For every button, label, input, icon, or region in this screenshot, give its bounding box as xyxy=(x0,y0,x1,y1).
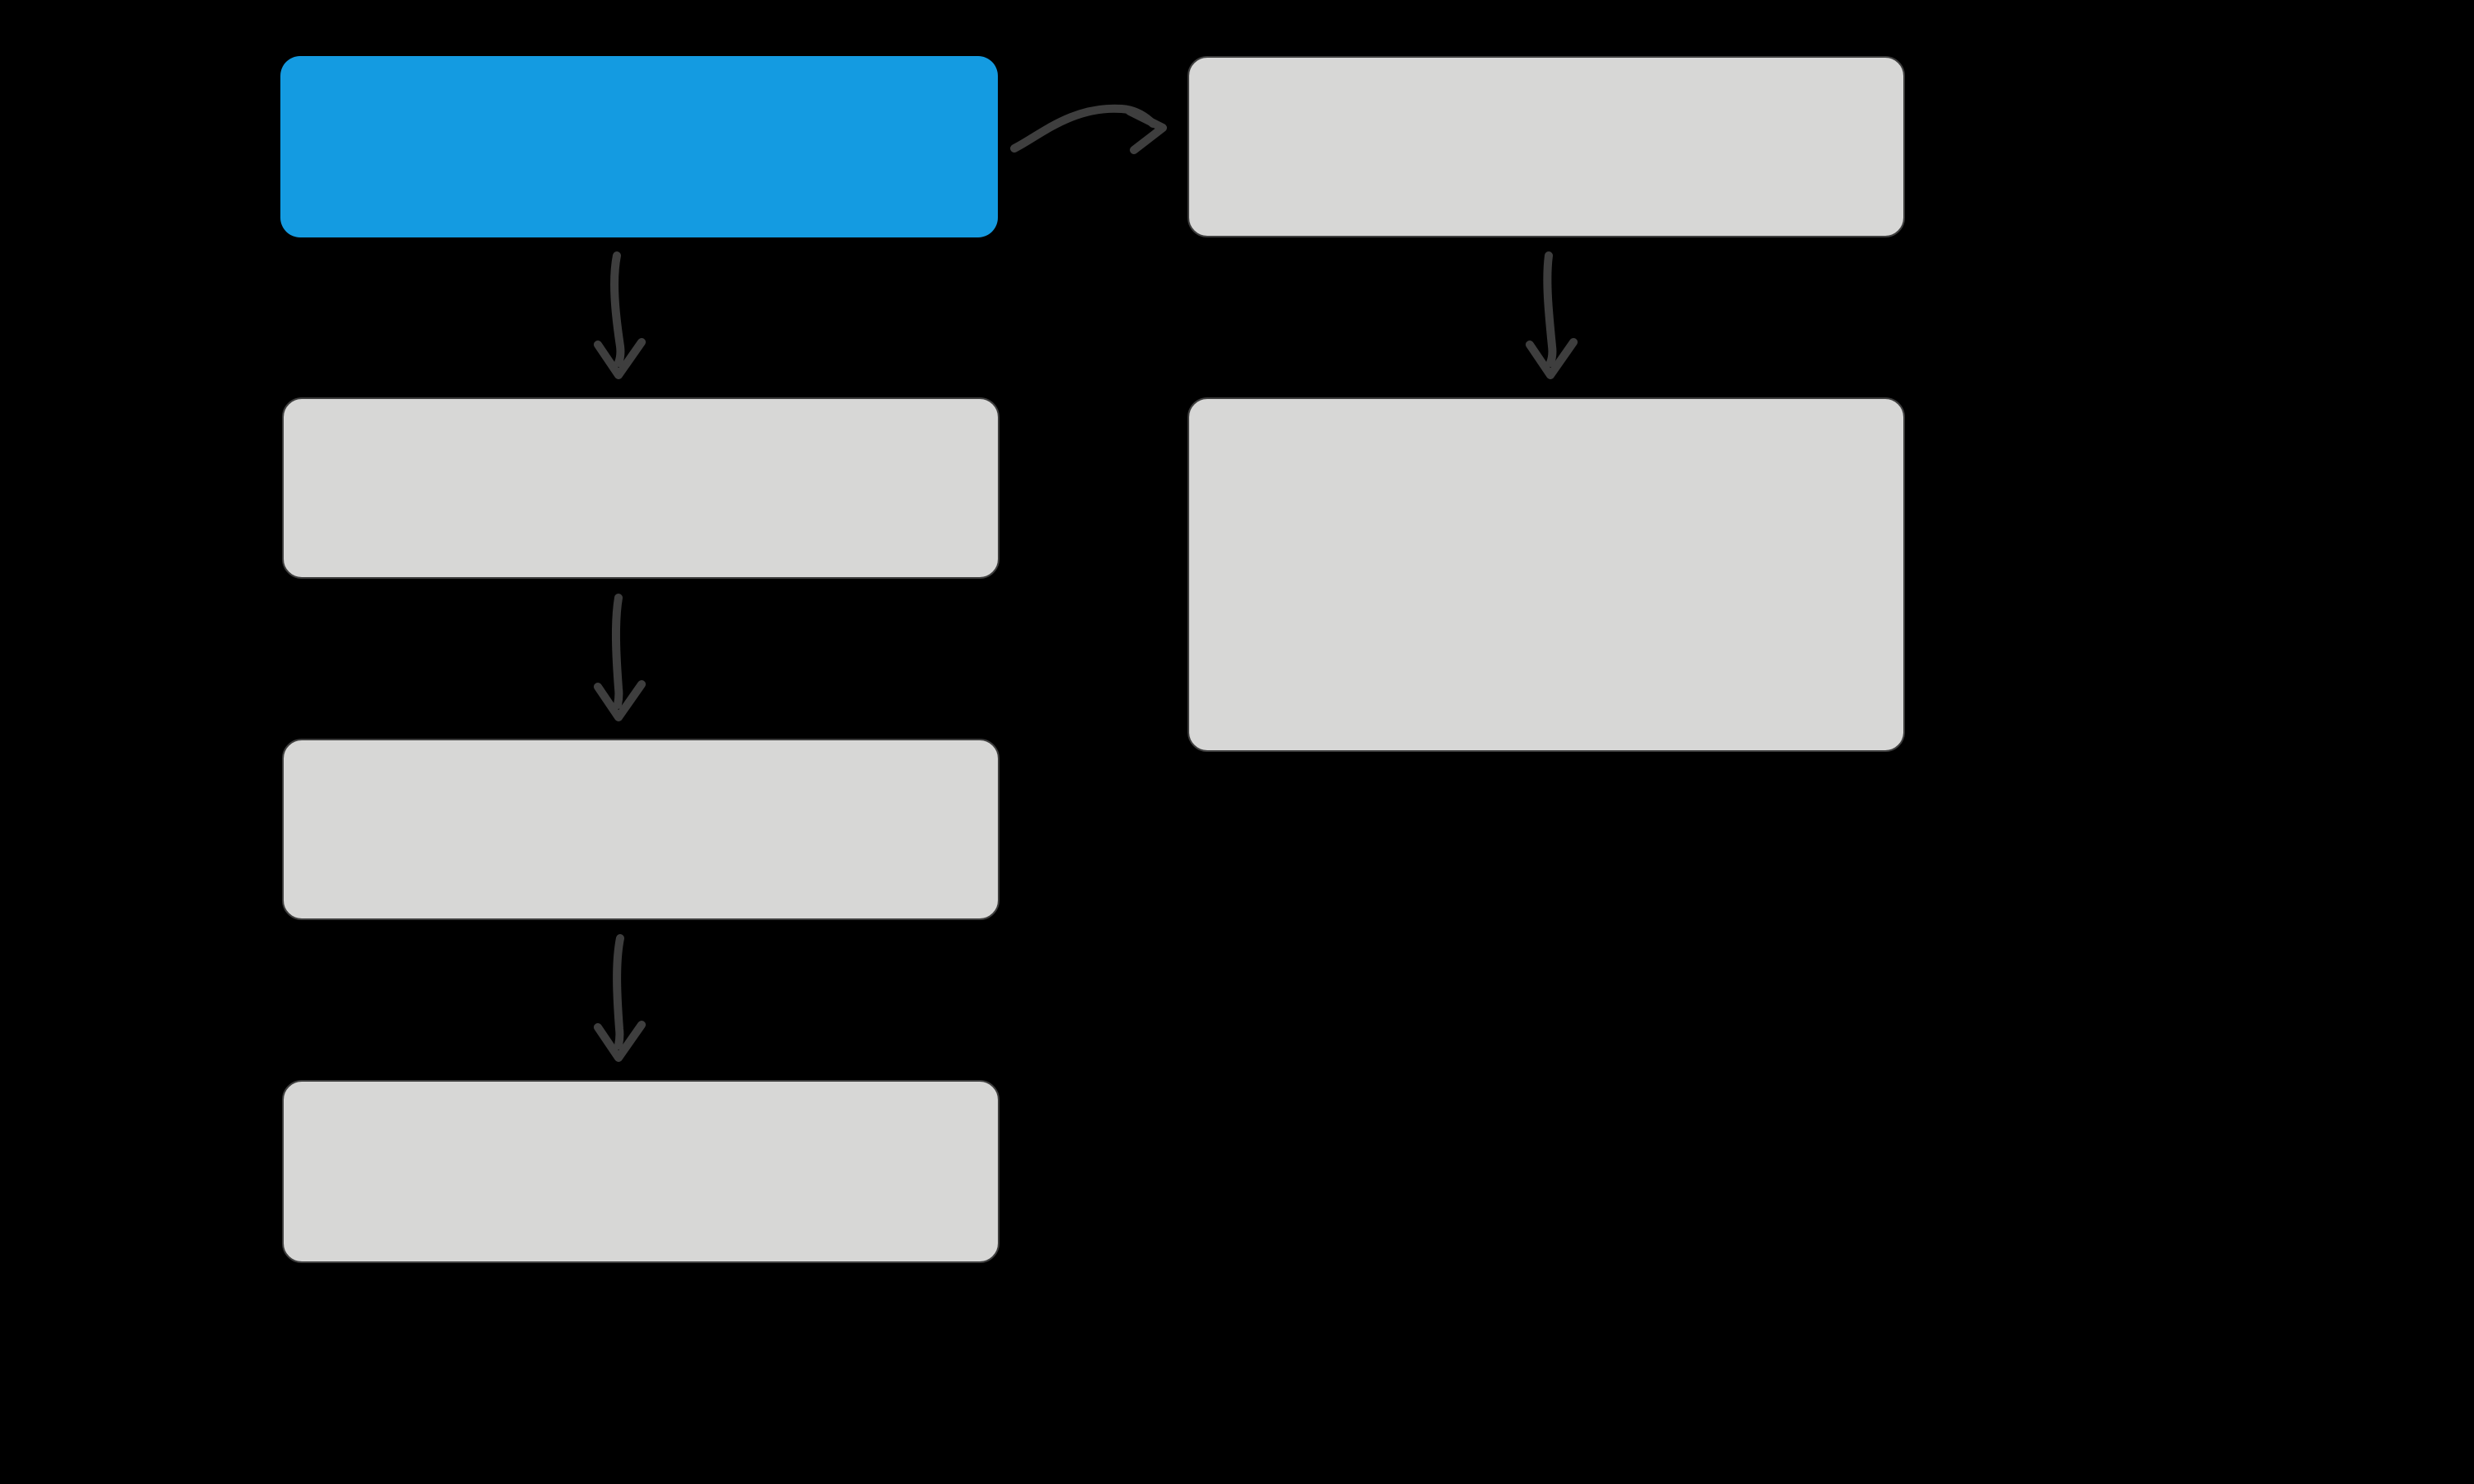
node-presidente xyxy=(282,1080,999,1263)
node-orgao-controle xyxy=(1188,56,1905,237)
node-membros xyxy=(282,397,999,579)
arrow-down-icon xyxy=(577,930,660,1070)
node-conselho-fiscal xyxy=(280,56,998,237)
arrow-down-icon xyxy=(577,247,660,387)
node-examina xyxy=(1188,397,1905,752)
arrow-down-icon xyxy=(1509,247,1592,387)
node-composicao xyxy=(282,739,999,920)
arrow-down-icon xyxy=(577,589,660,730)
arrow-right-icon xyxy=(1006,91,1179,173)
